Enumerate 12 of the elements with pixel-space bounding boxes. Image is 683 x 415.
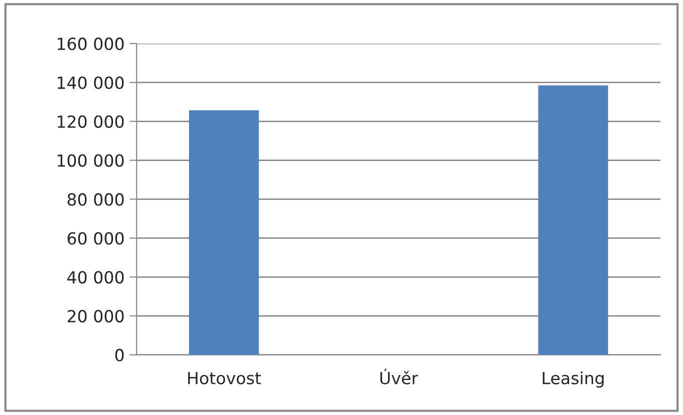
y-tick-label: 80 000 — [68, 193, 124, 206]
x-tick-label: Leasing — [542, 371, 604, 388]
y-tick-label: 20 000 — [68, 310, 124, 322]
y-tick-label: 60 000 — [68, 232, 124, 245]
y-tick-label: 100 000 — [58, 154, 124, 167]
y-tick-label: 120 000 — [58, 115, 124, 128]
y-tick-label: 160 000 — [58, 38, 124, 50]
x-tick-label: Hotovost — [188, 372, 261, 384]
y-tick-label: 140 000 — [58, 76, 124, 90]
x-tick-label: Úvěr — [380, 368, 418, 384]
y-tick-label: 0 — [115, 348, 124, 362]
y-tick-label: 40 000 — [67, 270, 124, 284]
